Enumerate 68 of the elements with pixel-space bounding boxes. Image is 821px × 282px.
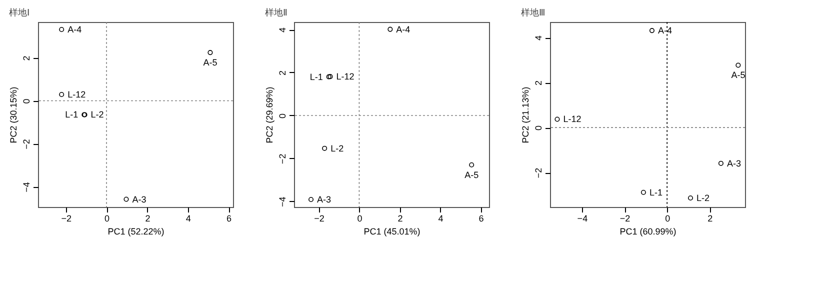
point <box>322 146 328 151</box>
series-label: L-2 <box>696 193 710 203</box>
point <box>388 26 393 32</box>
x-tick-label: 0 <box>357 214 362 224</box>
y-tick-label: 0 <box>278 113 288 118</box>
chart-title: 样地Ⅰ <box>9 8 30 18</box>
series-label: A-5 <box>464 170 479 180</box>
x-axis-title: PC1 (60.99%) <box>620 226 676 236</box>
series-label: L-1 <box>649 187 662 198</box>
point <box>718 160 724 166</box>
y-tick-label: 0 <box>22 98 32 104</box>
y-tick-label: −2 <box>278 154 288 164</box>
x-axis-title: PC1 (45.01%) <box>364 226 420 236</box>
x-axis-title: PC1 (52.22%) <box>108 226 164 236</box>
y-axis-title: PC2 (29.69%) <box>264 86 274 144</box>
y-tick-label: −4 <box>22 182 32 192</box>
y-axis-title: PC2 (21.13%) <box>520 86 530 144</box>
x-tick-label: 2 <box>398 214 403 224</box>
series-label: L-1 <box>310 72 323 82</box>
point <box>649 28 654 34</box>
chart-title: 样地Ⅲ <box>521 8 545 18</box>
series-label: A-3 <box>132 194 146 204</box>
series-label: L-12 <box>68 89 86 100</box>
series-label: A-3 <box>726 158 741 168</box>
series-label: A-4 <box>68 24 82 35</box>
x-tick-label: 6 <box>226 214 232 224</box>
point <box>208 50 213 56</box>
x-tick-label: −2 <box>61 214 72 224</box>
y-tick-label: 2 <box>278 70 288 76</box>
point <box>124 196 129 202</box>
y-tick-label: 2 <box>22 56 32 61</box>
series-label: A-3 <box>317 194 332 204</box>
series-label: A-4 <box>396 24 410 34</box>
series-label: L-2 <box>90 110 104 120</box>
y-tick-label: 4 <box>278 28 288 33</box>
x-tick-label: 2 <box>145 214 150 224</box>
x-tick-label: 6 <box>478 214 484 224</box>
y-tick-label: 0 <box>534 126 544 131</box>
y-tick-label: 2 <box>534 80 544 86</box>
x-tick-label: −4 <box>577 214 588 224</box>
series-label: L-12 <box>563 114 582 124</box>
y-axis-title: PC2 (30.15%) <box>8 86 18 144</box>
y-tick-label: −4 <box>278 196 288 208</box>
y-tick-label: 4 <box>534 36 544 41</box>
series-label: A-4 <box>658 26 672 36</box>
y-tick-label: −2 <box>534 168 544 178</box>
point <box>688 195 694 201</box>
point <box>736 62 741 68</box>
point <box>59 27 64 32</box>
series-label: A-5 <box>731 70 746 80</box>
point <box>554 116 560 122</box>
point <box>469 162 474 168</box>
chart-title: 样地Ⅱ <box>265 8 287 18</box>
x-tick-label: 4 <box>438 214 444 224</box>
point <box>308 196 314 202</box>
point <box>59 92 64 98</box>
y-tick-label: −2 <box>22 139 32 150</box>
point <box>640 190 646 195</box>
x-tick-label: −2 <box>620 214 630 224</box>
series-label: L-1 <box>65 110 78 120</box>
x-tick-label: 0 <box>104 214 110 224</box>
x-tick-label: 4 <box>186 214 191 224</box>
x-tick-label: 0 <box>665 214 670 224</box>
series-label: L-2 <box>330 143 344 154</box>
series-label: A-5 <box>203 58 218 68</box>
series-label: L-12 <box>336 72 354 82</box>
x-tick-label: −2 <box>314 214 324 224</box>
x-tick-label: 2 <box>708 214 713 224</box>
